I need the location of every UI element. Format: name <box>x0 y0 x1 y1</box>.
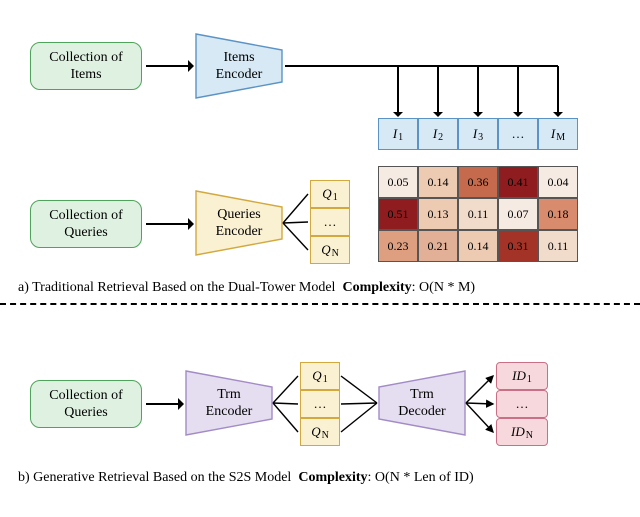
arrow-head <box>188 218 194 230</box>
queries-encoder: QueriesEncoder <box>195 190 283 256</box>
trm-decoder: TrmDecoder <box>378 370 466 436</box>
arrow <box>146 65 188 66</box>
heatmap-cell: 0.14 <box>458 230 498 262</box>
heatmap-cell: 0.31 <box>498 230 538 262</box>
heatmap-cell: 0.05 <box>378 166 418 198</box>
id-slot: … <box>496 390 548 418</box>
query-slot-b: … <box>300 390 340 418</box>
arrow-head <box>473 112 483 117</box>
heatmap-cell: 0.23 <box>378 230 418 262</box>
item-slot: IM <box>538 118 578 150</box>
heatmap-cell: 0.14 <box>418 166 458 198</box>
item-slot: … <box>498 118 538 150</box>
id-slot: IDN <box>496 418 548 446</box>
query-slot: Q1 <box>310 180 350 208</box>
item-slot: I2 <box>418 118 458 150</box>
query-slot-b: Q1 <box>300 362 340 390</box>
trm-encoder: TrmEncoder <box>185 370 273 436</box>
arrow-head <box>188 60 194 72</box>
heatmap-cell: 0.11 <box>538 230 578 262</box>
heatmap-cell: 0.21 <box>418 230 458 262</box>
arrow-head <box>393 112 403 117</box>
dist-drop <box>477 66 478 112</box>
items-encoder: ItemsEncoder <box>195 33 283 99</box>
arrow-head <box>433 112 443 117</box>
caption-a: a) Traditional Retrieval Based on the Du… <box>18 280 475 296</box>
item-slot: I1 <box>378 118 418 150</box>
heatmap-cell: 0.13 <box>418 198 458 230</box>
arrow <box>146 223 188 224</box>
caption-b: b) Generative Retrieval Based on the S2S… <box>18 470 474 486</box>
heatmap-cell: 0.36 <box>458 166 498 198</box>
item-slot: I3 <box>458 118 498 150</box>
dist-drop <box>517 66 518 112</box>
query-slot: QN <box>310 236 350 264</box>
section-divider <box>0 303 640 305</box>
query-slot: … <box>310 208 350 236</box>
arrow-head <box>178 398 184 410</box>
dist-drop <box>437 66 438 112</box>
arrow-head <box>553 112 563 117</box>
arrow-head <box>513 112 523 117</box>
items-collection-box: Collection ofItems <box>30 42 142 90</box>
queries-collection-box-b: Collection ofQueries <box>30 380 142 428</box>
dist-drop <box>557 66 558 112</box>
query-slot-b: QN <box>300 418 340 446</box>
heatmap-cell: 0.41 <box>498 166 538 198</box>
arrow <box>146 403 178 404</box>
dist-drop <box>397 66 398 112</box>
heatmap-cell: 0.51 <box>378 198 418 230</box>
heatmap-cell: 0.18 <box>538 198 578 230</box>
queries-collection-box: Collection ofQueries <box>30 200 142 248</box>
heatmap-cell: 0.04 <box>538 166 578 198</box>
heatmap-cell: 0.11 <box>458 198 498 230</box>
id-slot: ID1 <box>496 362 548 390</box>
heatmap-cell: 0.07 <box>498 198 538 230</box>
